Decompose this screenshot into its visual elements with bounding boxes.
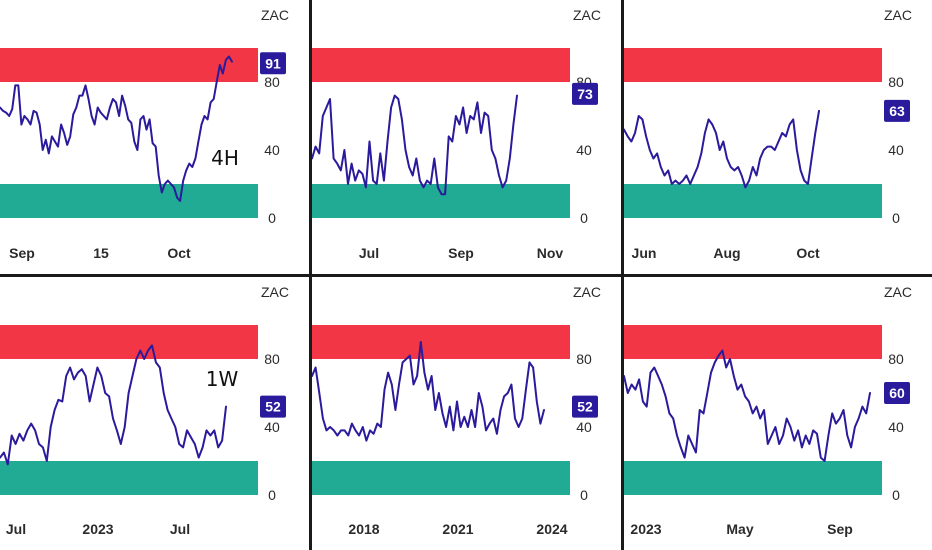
symbol-label: ZAC <box>884 7 912 23</box>
value-badge: 52 <box>572 395 598 418</box>
value-badge-text: 63 <box>889 103 905 119</box>
x-tick-label: Jul <box>170 521 190 537</box>
value-badge-text: 52 <box>577 399 593 415</box>
oversold-band <box>624 461 882 495</box>
y-tick-label: 0 <box>268 487 276 503</box>
oscillator-line <box>0 344 227 466</box>
column-divider-2 <box>621 0 624 550</box>
y-tick-label: 40 <box>264 419 280 435</box>
y-tick-label: 80 <box>576 351 592 367</box>
overbought-band <box>624 325 882 359</box>
value-badge: 60 <box>884 382 910 404</box>
x-tick-label: May <box>726 521 753 537</box>
value-badge-text: 91 <box>265 55 281 71</box>
y-tick-label: 0 <box>580 487 588 503</box>
y-tick-label: 0 <box>580 210 588 226</box>
chart-panel-1[interactable]: ZAC 80 40 0 91 Sep 15 Oct 4H <box>0 0 309 274</box>
x-tick-label: Nov <box>537 245 564 261</box>
column-divider-1 <box>309 0 312 550</box>
oscillator-line <box>624 349 871 462</box>
value-badge-bg <box>572 82 598 105</box>
row-divider <box>0 274 932 277</box>
oscillator-line <box>624 109 820 189</box>
chart-panel-5[interactable]: ZAC80400522018202120241M <box>312 277 621 550</box>
y-tick-label: 40 <box>888 419 904 435</box>
value-badge-text: 73 <box>577 86 593 102</box>
value-badge: 91 <box>260 52 286 75</box>
overbought-band <box>0 48 258 82</box>
value-badge-bg <box>884 382 910 404</box>
value-badge: 63 <box>884 99 910 122</box>
y-tick-label: 80 <box>888 74 904 90</box>
chart-svg-3: ZAC8040063JunAugOct2D <box>624 7 912 261</box>
overbought-band <box>624 48 882 82</box>
oversold-band <box>0 184 258 218</box>
y-tick-label: 0 <box>268 210 276 226</box>
symbol-label: ZAC <box>884 284 912 300</box>
x-tick-label: 2023 <box>82 521 113 537</box>
oversold-band <box>624 184 882 218</box>
symbol-label: ZAC <box>573 284 601 300</box>
chart-panel-3[interactable]: ZAC8040063JunAugOct2D <box>624 0 932 274</box>
value-badge-bg <box>260 52 286 75</box>
oversold-band <box>0 461 258 495</box>
oversold-band <box>312 184 570 218</box>
chart-svg-5: ZAC80400522018202120241M <box>312 284 601 537</box>
value-badge: 52 <box>260 395 286 418</box>
chart-panel-6[interactable]: ZAC80400602023MaySep1D (14-Day Trend) <box>624 277 932 550</box>
y-tick-label: 80 <box>888 351 904 367</box>
x-tick-label: 2018 <box>348 521 379 537</box>
x-tick-label: Sep <box>448 245 474 261</box>
chart-svg-1: ZAC 80 40 0 91 Sep 15 Oct 4H <box>0 7 289 261</box>
timeframe-label: 4H <box>211 146 239 170</box>
overbought-band <box>312 48 570 82</box>
x-tick-label: Jul <box>6 521 26 537</box>
x-tick-label: Oct <box>167 245 191 261</box>
value-badge-text: 52 <box>265 399 281 415</box>
y-tick-label: 40 <box>576 142 592 158</box>
y-tick-label: 80 <box>264 74 280 90</box>
timeframe-label: 1W <box>206 367 239 391</box>
x-tick-label: Oct <box>796 245 820 261</box>
y-tick-label: 40 <box>576 419 592 435</box>
symbol-label: ZAC <box>261 284 289 300</box>
chart-panel-2[interactable]: ZAC8040073JulSepNov1D <box>312 0 621 274</box>
oversold-band <box>312 461 570 495</box>
symbol-label: ZAC <box>261 7 289 23</box>
oscillator-line <box>312 94 518 196</box>
chart-svg-4: ZAC 80 40 0 52 Jul 2023 Jul 1W <box>0 284 289 537</box>
y-tick-label: 40 <box>264 142 280 158</box>
x-tick-label: 2023 <box>630 521 661 537</box>
value-badge-text: 60 <box>889 385 905 401</box>
y-tick-label: 0 <box>892 210 900 226</box>
overbought-band <box>312 325 570 359</box>
value-badge-bg <box>884 99 910 122</box>
oscillator-line <box>0 55 233 202</box>
oscillator-line <box>312 341 545 442</box>
x-tick-label: 2021 <box>442 521 473 537</box>
x-tick-label: Jun <box>632 245 657 261</box>
y-tick-label: 40 <box>888 142 904 158</box>
x-tick-label: 2024 <box>536 521 567 537</box>
chart-panel-4[interactable]: ZAC 80 40 0 52 Jul 2023 Jul 1W <box>0 277 309 550</box>
y-tick-label: 80 <box>264 351 280 367</box>
x-tick-label: 15 <box>93 245 109 261</box>
symbol-label: ZAC <box>573 7 601 23</box>
overbought-band <box>0 325 258 359</box>
chart-svg-2: ZAC8040073JulSepNov1D <box>312 7 601 261</box>
chart-svg-6: ZAC80400602023MaySep1D (14-Day Trend) <box>624 284 912 537</box>
value-badge: 73 <box>572 82 598 105</box>
x-tick-label: Jul <box>359 245 379 261</box>
y-tick-label: 0 <box>892 487 900 503</box>
value-badge-bg <box>572 395 598 418</box>
value-badge-bg <box>260 395 286 418</box>
x-tick-label: Sep <box>827 521 853 537</box>
x-tick-label: Aug <box>713 245 740 261</box>
x-tick-label: Sep <box>9 245 35 261</box>
